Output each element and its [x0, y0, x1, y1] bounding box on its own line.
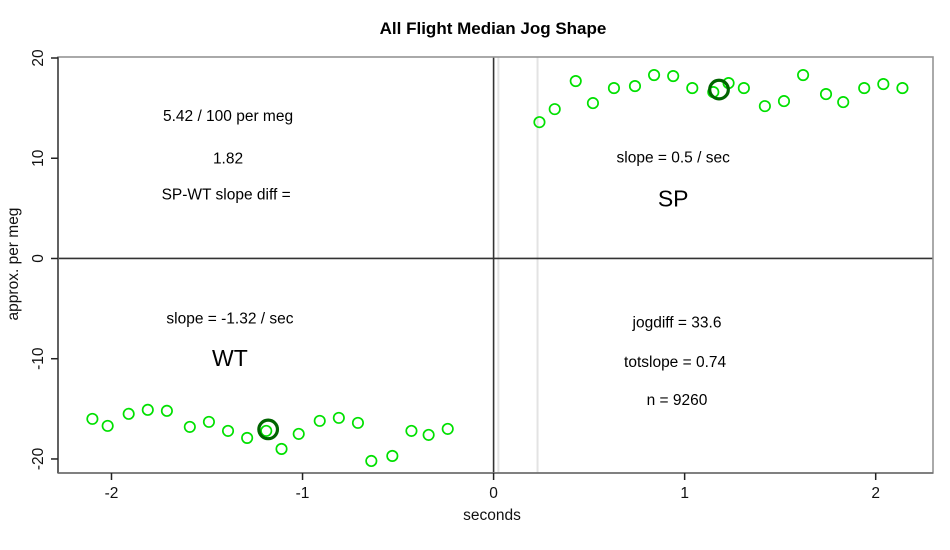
annotation-totslope-0-74: totslope = 0.74 — [624, 354, 726, 371]
data-point-sp — [877, 78, 890, 91]
annotation-sp-wt-slope-diff: SP-WT slope diff = — [162, 186, 291, 203]
data-point-wt — [183, 420, 196, 433]
data-point-sp — [667, 69, 680, 83]
data-point-wt — [292, 427, 305, 440]
data-point-wt — [441, 422, 454, 435]
annotation-slope-0-5-sec: slope = 0.5 / sec — [617, 149, 731, 166]
data-point-wt — [221, 424, 235, 437]
data-point-sp — [607, 82, 620, 95]
data-point-sp — [533, 116, 546, 129]
x-tick-label: 2 — [871, 485, 880, 502]
data-point-wt — [122, 407, 135, 420]
y-tick-label: 10 — [30, 149, 47, 167]
data-point-sp — [896, 82, 909, 95]
y-axis-label: approx. per meg — [5, 207, 22, 321]
data-point-sp — [797, 68, 810, 82]
data-point-sp — [628, 80, 642, 93]
data-point-wt — [386, 449, 399, 463]
data-point-sp — [737, 82, 750, 95]
x-tick-label: 0 — [489, 485, 498, 502]
data-point-wt — [101, 419, 114, 432]
highlight-ring — [257, 418, 280, 441]
annotation-jogdiff-33-6: jogdiff = 33.6 — [632, 315, 722, 332]
data-point-wt — [332, 411, 345, 424]
data-point-wt — [351, 416, 364, 429]
data-point-sp — [858, 82, 871, 95]
data-point-wt — [202, 415, 215, 428]
data-point-sp — [686, 82, 699, 95]
annotation-5-42-100-per-meg: 5.42 / 100 per meg — [163, 108, 293, 125]
data-point-sp — [837, 96, 850, 109]
highlight-ring — [708, 78, 730, 101]
annotation-wt: WT — [212, 345, 248, 371]
data-point-sp — [586, 97, 599, 110]
plot-title: All Flight Median Jog Shape — [379, 19, 607, 38]
data-point-wt — [86, 412, 99, 425]
data-point-wt — [141, 403, 154, 416]
y-tick-label: 0 — [30, 254, 47, 263]
annotation-n-9260: n = 9260 — [647, 392, 708, 409]
data-point-sp — [819, 88, 833, 101]
y-tick-label: -10 — [30, 347, 47, 370]
x-tick-label: -1 — [296, 485, 310, 502]
annotation-sp: SP — [658, 185, 689, 211]
data-point-wt — [365, 454, 378, 468]
y-tick-label: -20 — [30, 447, 47, 470]
data-point-sp — [777, 95, 791, 108]
data-point-sp — [548, 103, 561, 116]
data-point-wt — [313, 414, 326, 427]
data-point-wt — [241, 431, 254, 444]
annotation-slope-1-32-sec: slope = -1.32 / sec — [166, 311, 293, 328]
x-tick-label: 1 — [680, 485, 689, 502]
x-axis-label: seconds — [463, 507, 521, 524]
data-point-sp — [569, 75, 582, 88]
x-tick-label: -2 — [105, 485, 119, 502]
y-tick-label: 20 — [30, 49, 47, 67]
data-point-sp — [648, 68, 661, 82]
data-point-wt — [160, 404, 173, 417]
data-point-wt — [422, 428, 435, 441]
annotation-1-82: 1.82 — [213, 150, 243, 167]
data-point-sp — [758, 100, 771, 113]
data-point-wt — [275, 442, 288, 455]
data-point-wt — [405, 424, 418, 437]
data-point-wt — [260, 424, 273, 437]
